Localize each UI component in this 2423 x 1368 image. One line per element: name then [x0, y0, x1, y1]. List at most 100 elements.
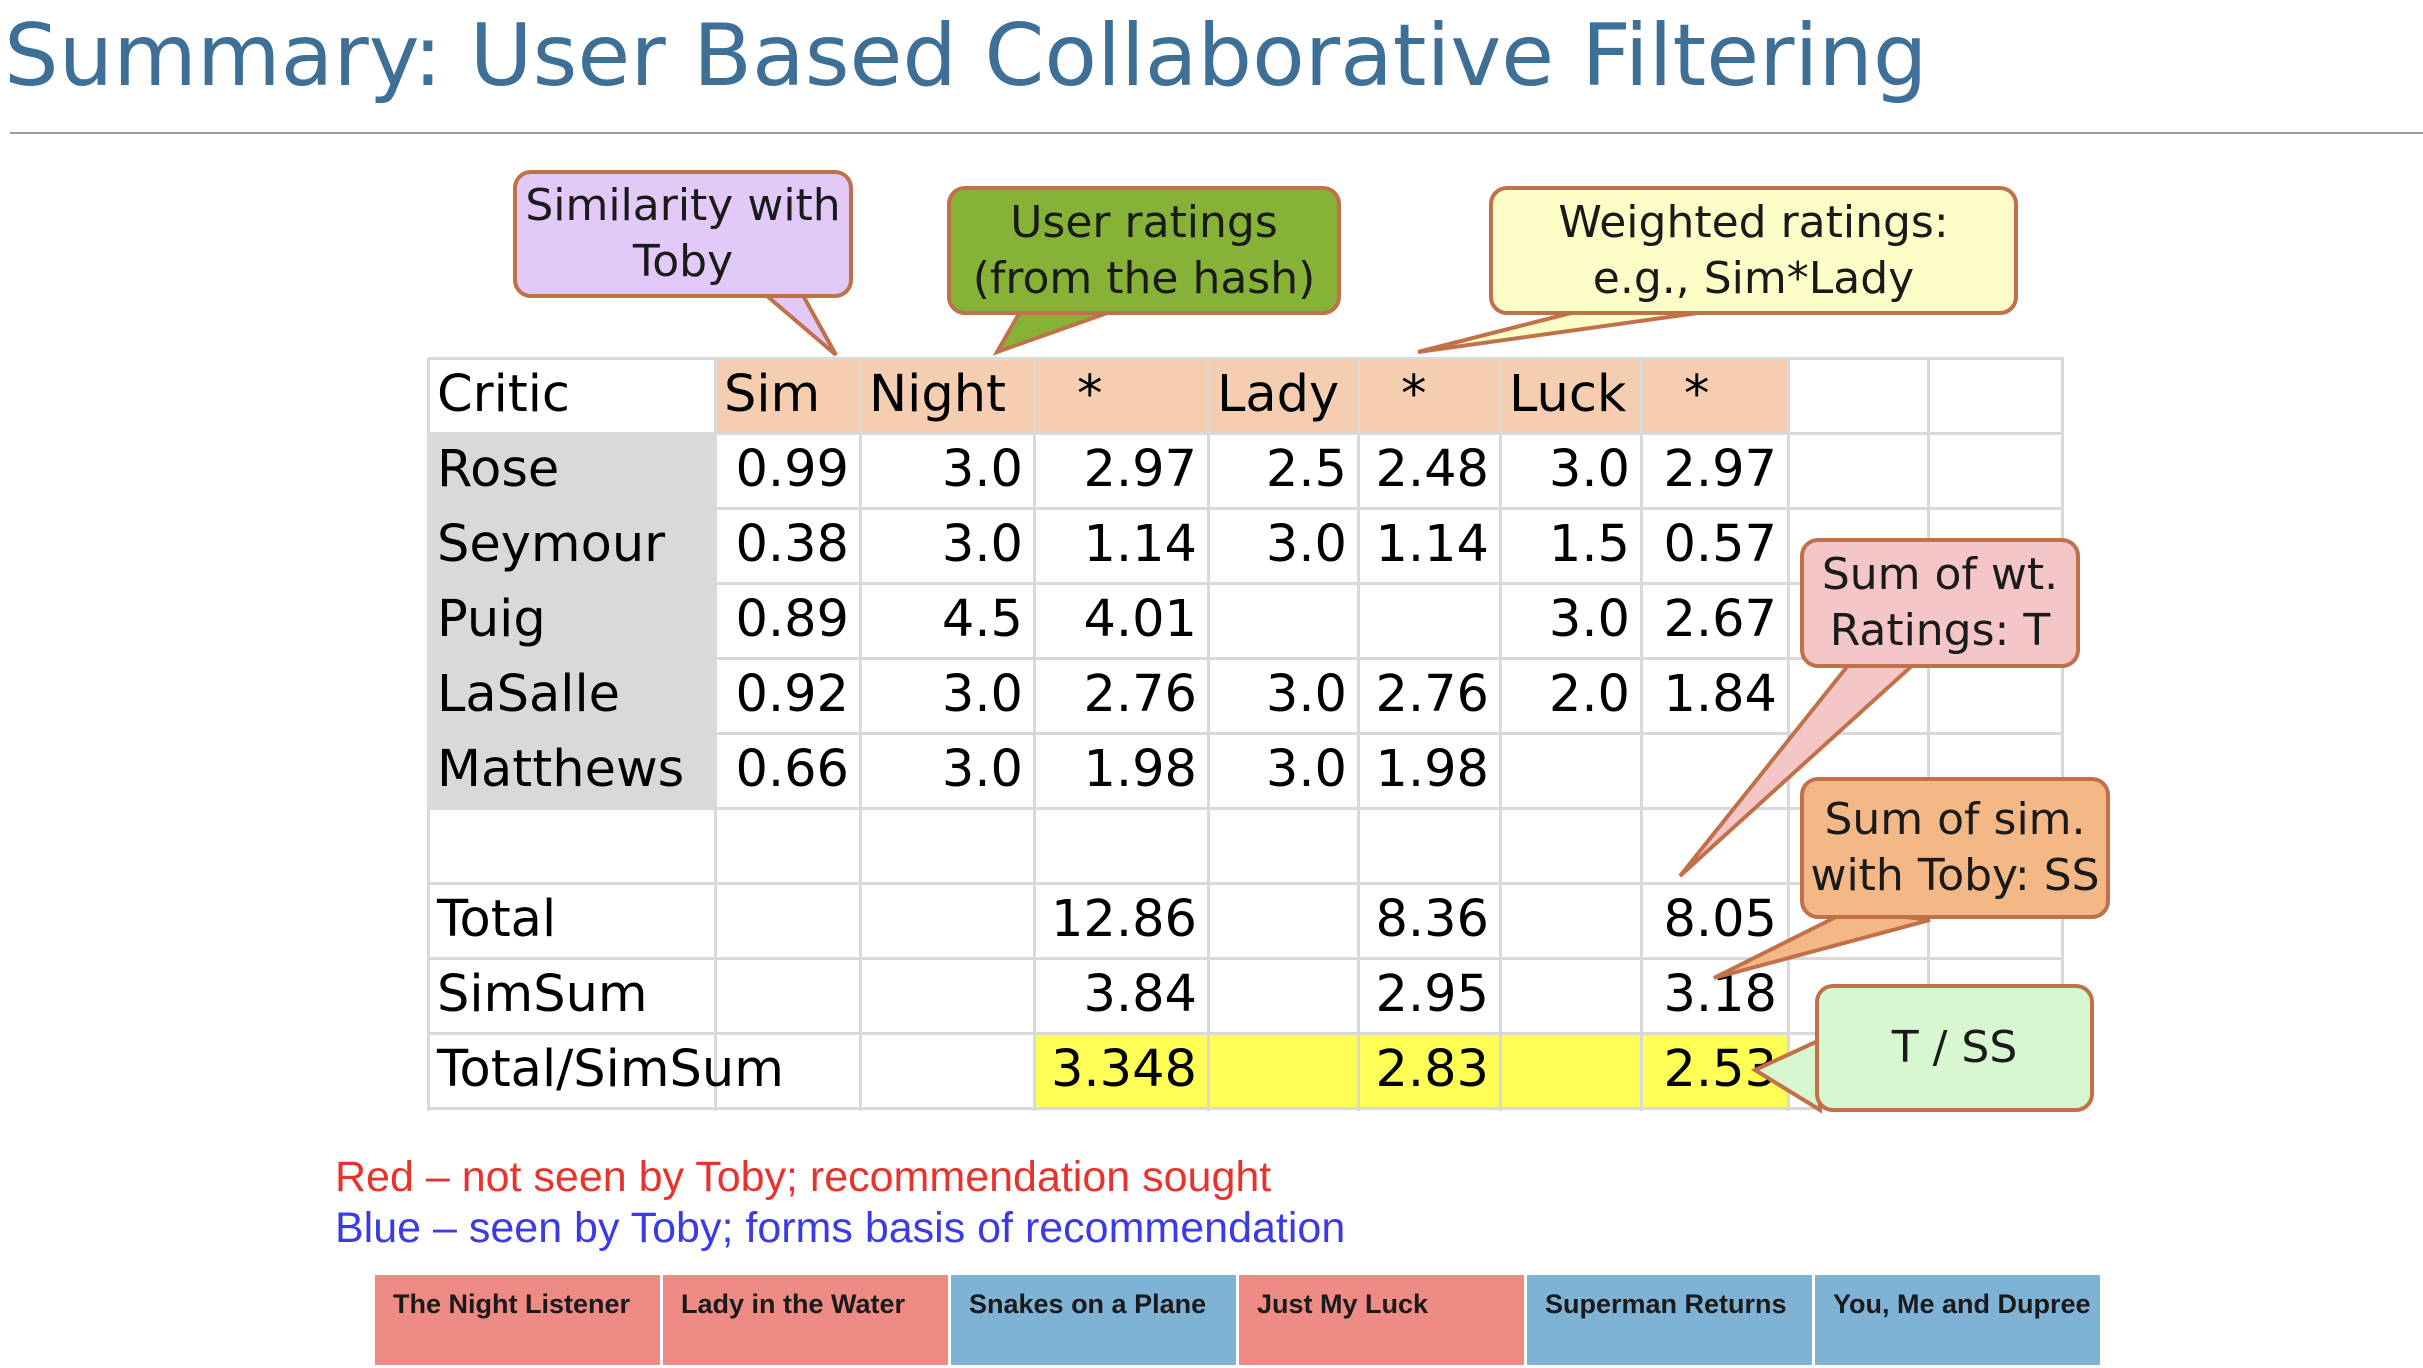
table-cell: 3.0 [941, 665, 1023, 724]
table-cell: 12.86 [1050, 890, 1197, 949]
title-divider [10, 132, 2423, 134]
table-cell: 3.0 [1265, 515, 1347, 574]
header-cell: * [1077, 365, 1103, 424]
legend-blue: Blue – seen by Toby; forms basis of reco… [335, 1204, 1346, 1252]
grid-vline [2061, 357, 2064, 1111]
similarity-callout: Similarity with Toby [513, 170, 853, 298]
table-cell: 2.48 [1375, 440, 1489, 499]
table-cell: 0.66 [735, 740, 849, 799]
table-cell: 2.76 [1083, 665, 1197, 724]
header-cell: Sim [724, 365, 821, 424]
grid-hline [427, 732, 2064, 735]
weighted-ratings-callout-text: Weighted ratings: e.g., Sim*Lady [1558, 196, 1949, 304]
slide-title: Summary: User Based Collaborative Filter… [4, 6, 1928, 106]
sum-wt-callout-text: Sum of wt. Ratings: T [1821, 549, 2059, 656]
table-cell: 2.97 [1663, 440, 1777, 499]
table-cell: 0.38 [735, 515, 849, 574]
table-cell: 3.348 [1050, 1040, 1197, 1099]
table-cell: 2.76 [1375, 665, 1489, 724]
table-cell: 3.0 [1548, 440, 1630, 499]
header-fill [714, 357, 1787, 432]
similarity-pointer [754, 288, 838, 357]
table-cell: 1.14 [1083, 515, 1197, 574]
grid-vline [859, 357, 862, 1111]
ratings-table: Critic Sim Night * Lady * Luck * Rose 0.99 3.0 2.97… [427, 357, 2064, 1111]
movie-tile: Lady in the Water [663, 1275, 951, 1365]
critic-fill [427, 432, 714, 807]
weighted-ratings-callout: Weighted ratings: e.g., Sim*Lady [1489, 186, 2018, 315]
header-cell: * [1401, 365, 1427, 424]
table-cell: 3.0 [1548, 590, 1630, 649]
row-label: Total/SimSum [437, 1040, 784, 1099]
t-ss-pointer [1750, 1036, 1822, 1114]
row-label: SimSum [437, 965, 648, 1024]
grid-hline [427, 957, 2064, 960]
table-cell: 3.0 [1265, 740, 1347, 799]
result-fill [1033, 1032, 1787, 1107]
table-cell: 0.57 [1663, 515, 1777, 574]
table-cell: 4.5 [941, 590, 1023, 649]
grid-hline [427, 657, 2064, 660]
table-cell: 1.14 [1375, 515, 1489, 574]
table-cell: 2.0 [1548, 665, 1630, 724]
table-cell: 0.99 [735, 440, 849, 499]
grid-vline [1787, 357, 1790, 1111]
table-cell: 3.0 [941, 515, 1023, 574]
grid-hline [427, 882, 2064, 885]
grid-vline [427, 357, 430, 1111]
user-ratings-callout-text: User ratings (from the hash) [972, 196, 1316, 304]
table-cell: 4.01 [1083, 590, 1197, 649]
table-cell: 2.67 [1663, 590, 1777, 649]
table-cell: 3.0 [941, 440, 1023, 499]
table-cell: 8.05 [1663, 890, 1777, 949]
table-cell: 1.98 [1083, 740, 1197, 799]
grid-vline [1033, 357, 1036, 1111]
grid-vline [1357, 357, 1360, 1111]
legend-red: Red – not seen by Toby; recommendation s… [335, 1153, 1272, 1201]
grid-vline [1927, 357, 1930, 1111]
sum-sim-pointer [1713, 907, 1931, 980]
t-ss-callout-text: T / SS [1891, 1022, 2018, 1073]
row-label: LaSalle [437, 665, 621, 724]
similarity-callout-text: Similarity with Toby [525, 180, 841, 287]
table-cell: 1.84 [1663, 665, 1777, 724]
table-cell: 3.0 [941, 740, 1023, 799]
table-cell: 2.95 [1375, 965, 1489, 1024]
user-ratings-pointer [992, 310, 1111, 356]
row-label: Puig [437, 590, 546, 649]
movie-tile: You, Me and Dupree [1815, 1275, 2103, 1365]
user-ratings-callout: User ratings (from the hash) [947, 186, 1341, 315]
header-cell: Critic [437, 365, 570, 424]
header-cell: Lady [1217, 365, 1340, 424]
row-label: Matthews [437, 740, 685, 799]
movie-tile: Superman Returns [1527, 1275, 1815, 1365]
movie-tile: The Night Listener [375, 1275, 663, 1365]
table-cell: 2.83 [1375, 1040, 1489, 1099]
grid-hline [427, 807, 2064, 810]
header-cell: * [1684, 365, 1710, 424]
grid-hline [427, 1107, 2064, 1110]
weighted-pointer [1417, 310, 1706, 354]
row-label: Seymour [437, 515, 666, 574]
table-cell: 2.5 [1265, 440, 1347, 499]
movie-tiles: The Night Listener Lady in the Water Snake… [375, 1275, 2103, 1365]
table-cell: 0.92 [735, 665, 849, 724]
table-cell: 3.0 [1265, 665, 1347, 724]
sum-sim-callout: Sum of sim. with Toby: SS [1800, 777, 2110, 919]
grid-hline [427, 357, 2064, 360]
grid-hline [427, 1032, 2064, 1035]
row-label: Total [437, 890, 557, 949]
grid-vline [1207, 357, 1210, 1111]
header-cell: Luck [1509, 365, 1627, 424]
movie-tile: Just My Luck [1239, 1275, 1527, 1365]
grid-vline [1499, 357, 1502, 1111]
row-label: Rose [437, 440, 560, 499]
movie-tile: Snakes on a Plane [951, 1275, 1239, 1365]
table-cell: 2.97 [1083, 440, 1197, 499]
sum-sim-callout-text: Sum of sim. with Toby: SS [1810, 794, 2100, 901]
table-cell: 1.5 [1548, 515, 1630, 574]
grid-vline [1640, 357, 1643, 1111]
table-cell: 0.89 [735, 590, 849, 649]
grid-hline [427, 582, 2064, 585]
